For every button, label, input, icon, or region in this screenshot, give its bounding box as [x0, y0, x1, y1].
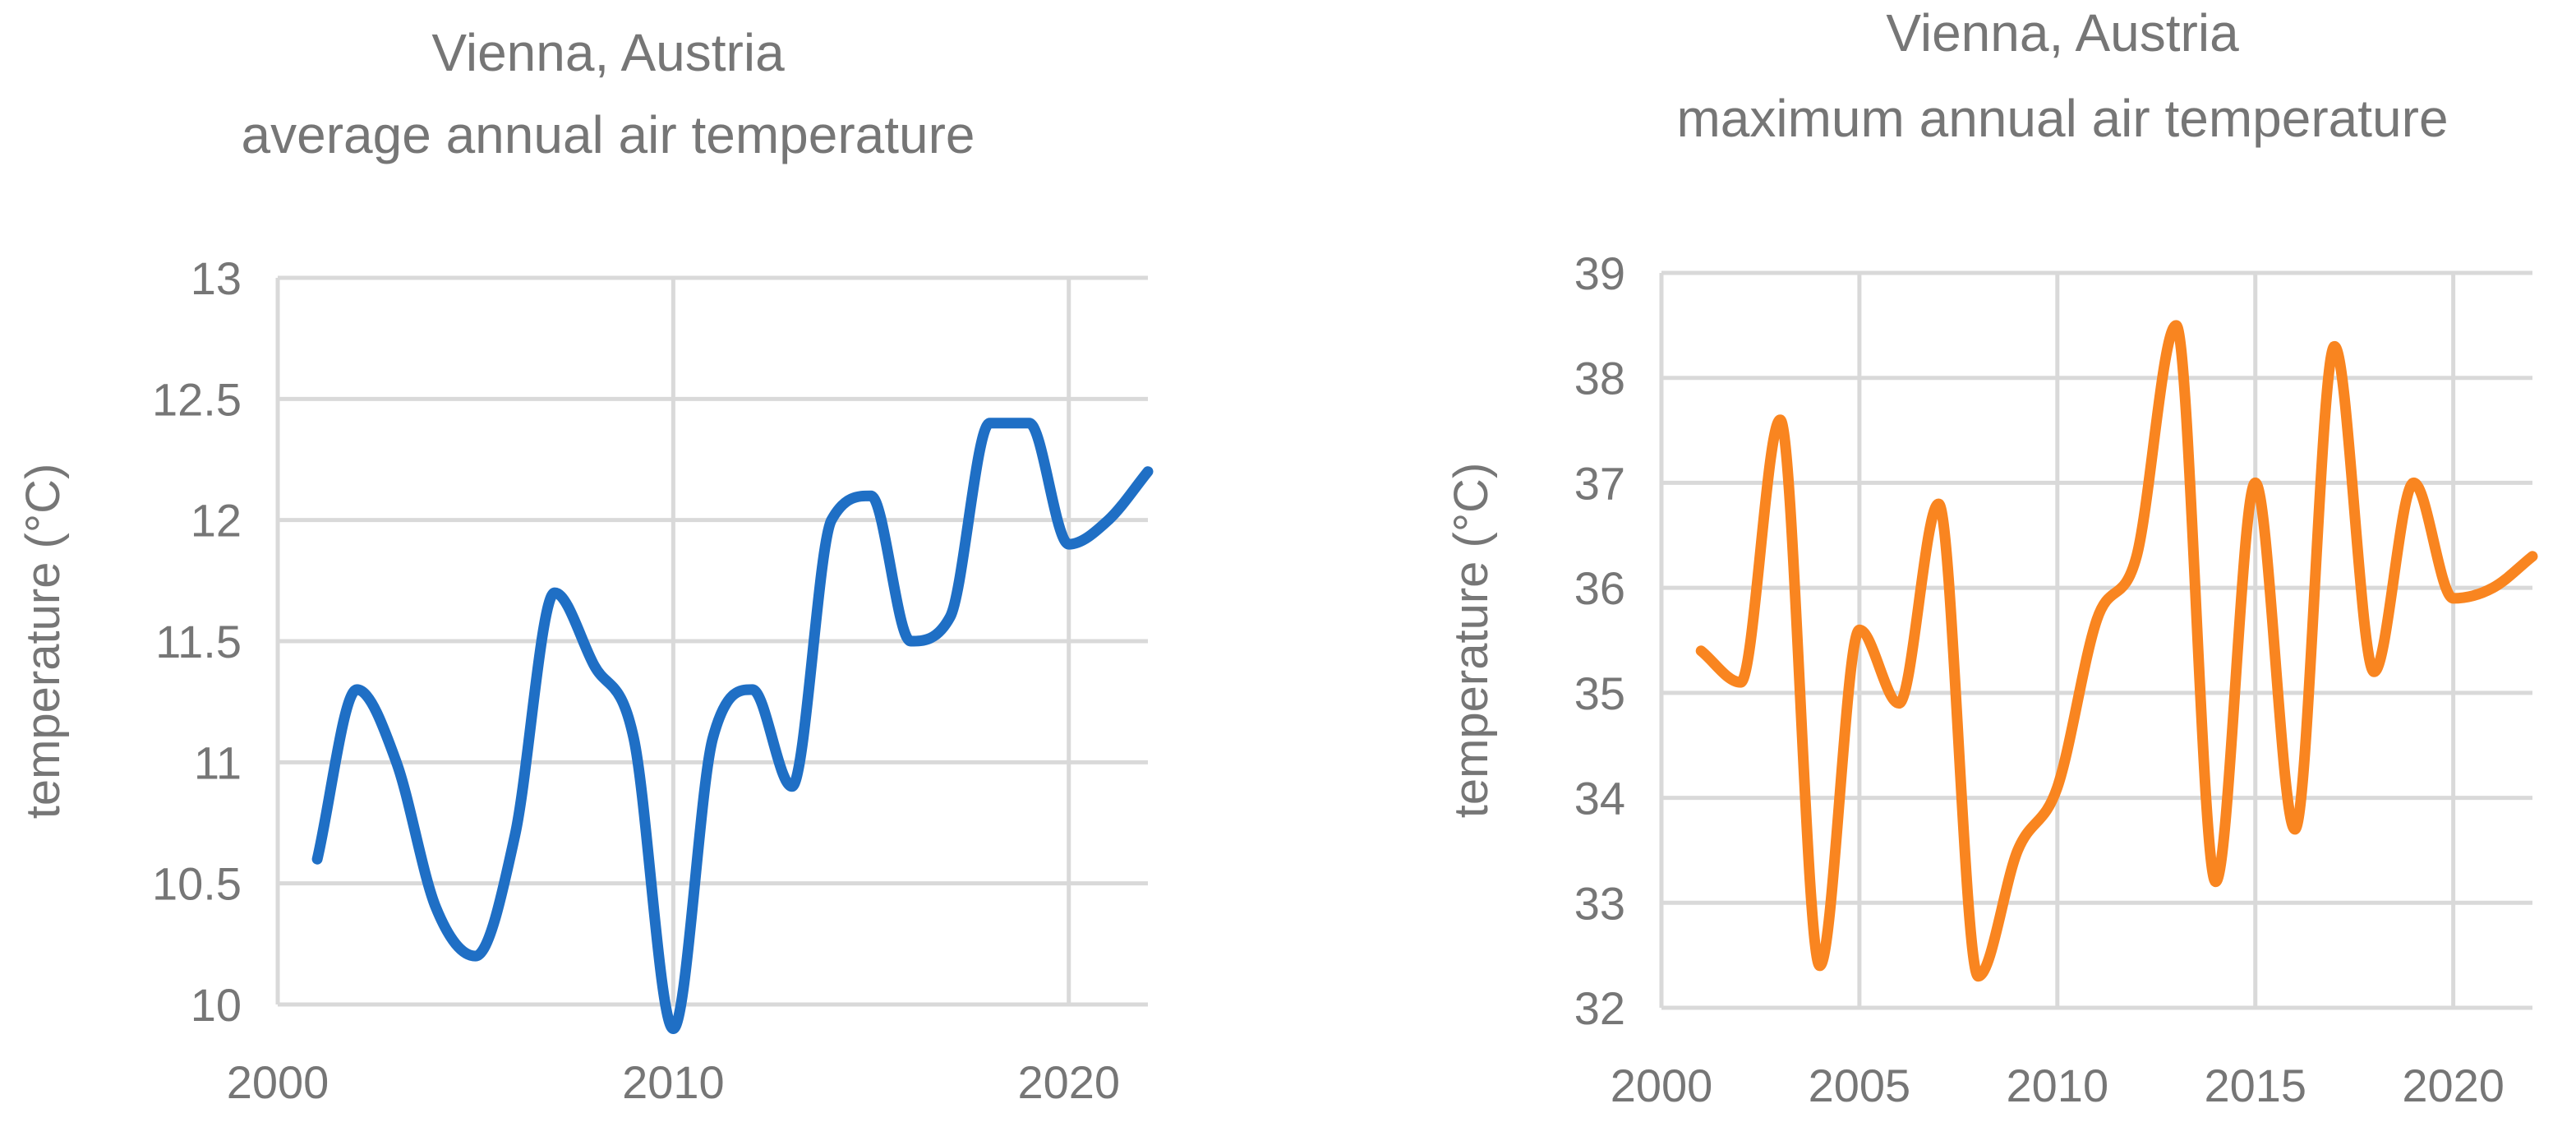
y-tick-label: 32 — [1574, 982, 1625, 1034]
x-tick-label: 2000 — [227, 1056, 329, 1108]
chart-2: Vienna, Austria maximum annual air temper… — [1445, 3, 2538, 1111]
y-tick-label: 34 — [1574, 773, 1625, 824]
y-tick-label: 12 — [191, 495, 242, 547]
data-point — [667, 1023, 679, 1035]
data-point — [1775, 414, 1786, 426]
data-point — [431, 902, 442, 913]
data-point — [707, 732, 719, 744]
series-line — [311, 418, 1154, 1034]
y-axis-label: temperature (°C) — [1445, 463, 1498, 819]
chart-1: Vienna, Austria average annual air temper… — [16, 23, 1154, 1108]
data-point — [1142, 466, 1154, 478]
chart-title-line-2: average annual air temperature — [242, 105, 975, 164]
x-tick-label: 2010 — [2007, 1060, 2109, 1111]
data-point — [1103, 515, 1114, 526]
data-point — [1814, 960, 1826, 972]
x-tick-label: 2020 — [2402, 1060, 2505, 1111]
data-point — [1695, 645, 1707, 657]
x-tick-label: 2010 — [622, 1056, 725, 1108]
data-point — [588, 660, 600, 672]
x-tick-label: 2015 — [2204, 1060, 2306, 1111]
data-point — [905, 635, 916, 647]
data-point — [865, 490, 877, 501]
data-point — [1893, 698, 1905, 709]
y-tick-label: 12.5 — [152, 373, 242, 425]
chart-title-line-2: maximum annual air temperature — [1676, 89, 2448, 148]
data-point — [2052, 782, 2063, 793]
data-point — [2131, 551, 2142, 562]
y-tick-label: 33 — [1574, 877, 1625, 929]
data-point — [1063, 538, 1075, 550]
data-point — [2408, 477, 2420, 488]
y-tick-label: 36 — [1574, 562, 1625, 614]
chart-title-line-1: Vienna, Austria — [431, 23, 785, 82]
y-tick-label: 10 — [191, 979, 242, 1031]
data-point — [2210, 876, 2222, 888]
y-tick-label: 13 — [191, 252, 242, 304]
y-tick-label: 39 — [1574, 247, 1625, 299]
y-tick-label: 11 — [194, 737, 242, 788]
x-tick-label: 2005 — [1809, 1060, 1911, 1111]
data-point — [786, 781, 798, 792]
data-point — [2091, 614, 2103, 626]
data-point — [2012, 844, 2024, 856]
data-point — [2527, 551, 2538, 562]
y-tick-label: 35 — [1574, 667, 1625, 719]
y-tick-label: 10.5 — [152, 858, 242, 910]
data-point — [390, 756, 402, 768]
data-point — [509, 829, 521, 841]
data-point — [826, 515, 837, 526]
data-point — [311, 853, 323, 865]
data-point — [470, 950, 482, 962]
data-point — [1024, 418, 1035, 429]
data-point — [1854, 624, 1865, 635]
x-tick-label: 2020 — [1017, 1056, 1120, 1108]
data-point — [1735, 677, 1746, 688]
data-point — [1933, 498, 1944, 510]
series-line — [1695, 320, 2538, 982]
data-point — [351, 684, 362, 695]
y-tick-label: 11.5 — [155, 616, 242, 667]
y-axis-label: temperature (°C) — [16, 464, 70, 820]
data-point — [628, 732, 639, 744]
x-tick-label: 2000 — [1611, 1060, 1713, 1111]
data-point — [944, 612, 956, 623]
data-point — [2448, 593, 2459, 604]
data-point — [2250, 477, 2261, 488]
data-point — [747, 684, 758, 695]
y-tick-label: 38 — [1574, 353, 1625, 404]
data-point — [2487, 582, 2499, 593]
data-point — [549, 587, 560, 598]
data-point — [2329, 340, 2340, 352]
data-point — [1973, 971, 1984, 982]
data-point — [984, 418, 996, 429]
data-point — [2289, 824, 2301, 835]
y-tick-label: 37 — [1574, 457, 1625, 509]
data-point — [2368, 666, 2380, 677]
chart-title-line-1: Vienna, Austria — [1886, 3, 2239, 62]
data-point — [2170, 320, 2182, 331]
